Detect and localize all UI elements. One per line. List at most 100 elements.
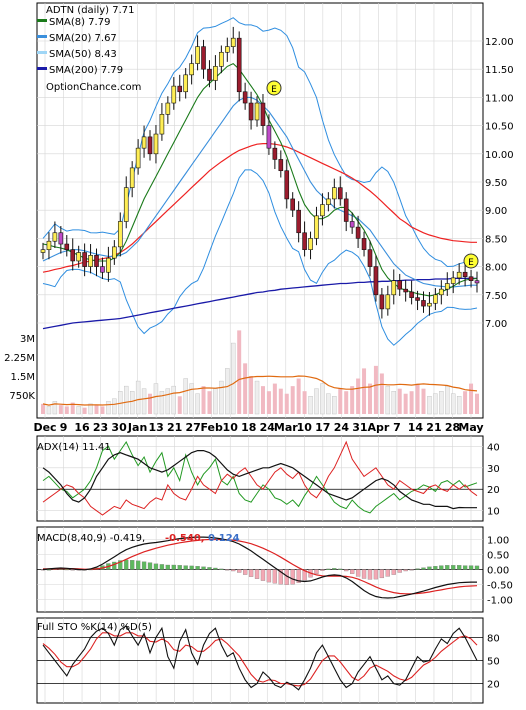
volume-bar: [254, 380, 260, 415]
volume-bar: [314, 388, 319, 415]
macd-histogram-bar: [379, 569, 385, 579]
legend-swatch-sma200: [37, 67, 47, 70]
legend-swatch-sma50: [37, 51, 47, 54]
candle-body: [397, 280, 403, 290]
volume-bar: [379, 373, 384, 414]
macd-histogram-bar: [171, 564, 176, 570]
x-tick-label: 13: [148, 421, 163, 434]
volume-bar: [373, 365, 378, 414]
legend-sma50: SMA(50) 8.43: [49, 49, 117, 60]
macd-histogram-bar: [254, 569, 260, 579]
volume-bar: [124, 385, 129, 415]
macd-histogram-bar: [183, 565, 188, 570]
volume-bar: [141, 388, 147, 415]
macd-signal-line: [43, 538, 478, 595]
macd-histogram-bar: [112, 561, 117, 570]
x-tick-label: 30: [111, 421, 127, 434]
candle-body: [361, 238, 367, 250]
x-tick-label: Feb: [200, 421, 223, 434]
macd-histogram-bar: [231, 569, 236, 572]
volume-bar: [189, 383, 194, 415]
candle-body: [260, 102, 266, 126]
volume-bar: [64, 406, 69, 414]
volume-ma-line: [42, 375, 478, 406]
x-tick-label: 16: [74, 421, 90, 434]
candle-body: [355, 226, 361, 239]
volume-bar: [177, 396, 182, 414]
price-tick-label: 11.00: [485, 93, 514, 104]
macd-histogram-bar: [225, 569, 230, 571]
macd-histogram-bar: [159, 564, 165, 570]
macd-tick-label: 0.50: [487, 551, 509, 562]
panel-frame-1: [36, 435, 484, 522]
candle-body: [58, 232, 64, 245]
candle-body: [242, 91, 248, 104]
macd-histogram-bar: [260, 569, 266, 581]
x-tick-label: 23: [93, 421, 108, 434]
x-tick-label: 31: [352, 421, 367, 434]
candle-body: [456, 271, 462, 279]
macd-histogram-bar: [130, 560, 135, 570]
macd-histogram-bar: [165, 564, 170, 570]
volume-tick-label: 2.25M: [4, 353, 35, 364]
volume-bar: [320, 383, 325, 415]
candle-body: [82, 252, 87, 267]
candle-body: [403, 288, 408, 293]
volume-bar: [433, 393, 438, 415]
volume-bar: [249, 376, 254, 414]
price-tick-label: 11.50: [485, 65, 514, 76]
adx-tick-label: 10: [487, 507, 500, 518]
macd-histogram-bar: [135, 560, 141, 570]
volume-bar: [308, 396, 313, 415]
volume-bar: [171, 385, 176, 415]
volume-bar: [58, 405, 63, 414]
macd-histogram-bar: [344, 569, 349, 572]
macd-histogram-bar: [189, 565, 194, 570]
volume-bar: [439, 391, 444, 415]
volume-bar: [409, 391, 414, 414]
x-tick-label: 14: [408, 421, 424, 434]
macd-histogram-bar: [468, 565, 474, 570]
candle-body: [337, 187, 343, 200]
macd-histogram-bar: [457, 565, 462, 570]
x-tick-label: Jan: [127, 421, 147, 434]
macd-tick-label: 0.00: [487, 566, 509, 577]
bollinger-upper-line: [42, 17, 478, 268]
candle-body: [230, 37, 236, 47]
candle-body: [373, 266, 379, 296]
volume-bar: [445, 385, 450, 415]
x-tick-label: 21: [426, 421, 441, 434]
macd-histogram-bar: [296, 569, 301, 583]
candle-body: [332, 187, 337, 200]
volume-bar: [451, 393, 456, 415]
sto-title: Full STO %K(14) %D(5): [37, 622, 152, 633]
candle-body: [391, 280, 397, 296]
macd-histogram-bar: [373, 569, 379, 580]
price-tick-label: 9.00: [485, 206, 507, 217]
macd-histogram-bar: [367, 569, 373, 580]
candle-body: [349, 221, 355, 228]
macd-histogram-bar: [177, 565, 182, 570]
candle-body: [266, 125, 272, 149]
candle-body: [189, 63, 194, 76]
volume-bar: [106, 401, 111, 415]
volume-bar: [213, 388, 218, 415]
x-tick-label: 24: [260, 421, 276, 434]
candle-body: [183, 74, 188, 93]
macd-histogram-bar: [409, 569, 414, 571]
volume-bar: [344, 391, 349, 414]
candle-body: [52, 232, 58, 242]
volume-tick-label: 750K: [9, 391, 35, 402]
candle-body: [112, 246, 117, 259]
volume-bar: [82, 407, 87, 414]
candle-body: [468, 276, 474, 282]
volume-bar: [385, 385, 391, 415]
candle-body: [195, 46, 200, 64]
legend-swatch-sma8: [37, 19, 47, 22]
candle-body: [213, 66, 218, 81]
macd-histogram-bar: [385, 569, 390, 577]
candle-body: [207, 68, 212, 81]
macd-histogram-bar: [207, 567, 212, 570]
x-tick-label: 27: [186, 421, 201, 434]
sto-k-line: [42, 625, 478, 691]
